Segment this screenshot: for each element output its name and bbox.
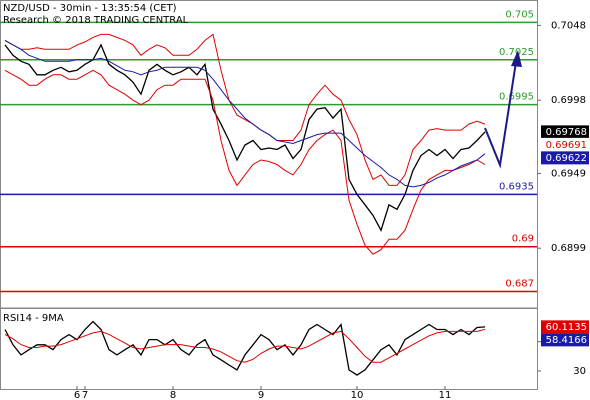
price-tag-label: 58.4166 [546, 335, 587, 346]
price-tag-label: 0.69691 [546, 140, 587, 151]
x-tick-label: 6 [74, 390, 80, 400]
series-line [4, 320, 486, 376]
level-label: 0.69 [512, 234, 534, 245]
level-label: 0.687 [505, 279, 534, 290]
price-tag-label: 60.1135 [546, 322, 587, 333]
y-tick-label: 0.6998 [551, 95, 586, 106]
level-label: 0.7025 [499, 47, 534, 58]
y-tick-label: 30 [573, 366, 586, 377]
projection-arrow-head [511, 50, 522, 67]
y-tick-label: 0.6899 [551, 243, 586, 254]
projection-arrow [484, 61, 517, 169]
y-tick-label: 0.6949 [551, 168, 586, 179]
price-tag-box [541, 320, 589, 334]
price-tag-box [541, 125, 589, 139]
series-line [4, 69, 486, 255]
x-tick-label: 10 [351, 390, 364, 400]
chart-subtitle: Research © 2018 TRADING CENTRAL [3, 15, 189, 26]
price-tag-label: 0.69622 [546, 153, 587, 164]
y-tick-label: 0.7048 [551, 20, 586, 31]
level-label: 0.6935 [499, 181, 534, 192]
rsi-title: RSI14 - 9MA [3, 313, 64, 324]
x-tick-label: 9 [258, 390, 264, 400]
x-tick-label: 8 [170, 390, 176, 400]
x-tick-label: 7 [82, 390, 88, 400]
price-tag-label: 0.69768 [546, 127, 587, 138]
price-tag-box [541, 333, 589, 347]
series-line [4, 43, 486, 232]
level-label: 0.705 [505, 9, 534, 20]
chart-title: NZD/USD - 30min - 13:35:54 (CET) [3, 3, 177, 14]
x-tick-label: 11 [439, 390, 452, 400]
price-tag-box [541, 151, 589, 165]
series-line [4, 33, 486, 186]
series-line [4, 328, 486, 363]
series-line [4, 39, 486, 188]
level-label: 0.6995 [499, 92, 534, 103]
